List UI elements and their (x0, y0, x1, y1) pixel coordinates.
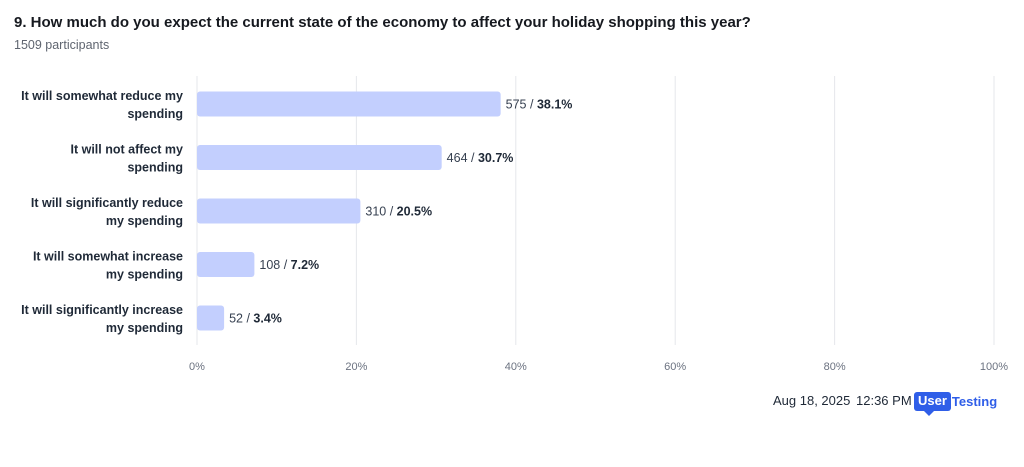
x-tick-label: 20% (345, 361, 367, 373)
data-label-count: 108 / (259, 258, 290, 272)
data-label-count: 464 / (447, 151, 478, 165)
data-label-percent: 30.7% (478, 151, 513, 165)
data-label: 575 / 38.1% (506, 98, 573, 112)
data-label-count: 310 / (365, 205, 396, 219)
category-label: It will somewhat reduce my (21, 89, 183, 103)
category-label: my spending (106, 214, 183, 228)
category-label: spending (127, 161, 183, 175)
report-time: 12:36 PM (856, 393, 912, 408)
x-tick-label: 0% (189, 361, 205, 373)
category-label: spending (127, 107, 183, 121)
participant-count: 1509 participants (14, 38, 110, 52)
data-label-percent: 20.5% (397, 205, 432, 219)
question-title: 9. How much do you expect the current st… (14, 14, 751, 31)
logo-user-box: User (914, 391, 951, 416)
data-label-percent: 3.4% (253, 312, 282, 326)
data-label-percent: 38.1% (537, 98, 572, 112)
data-label-count: 52 / (229, 312, 253, 326)
bar (197, 305, 225, 331)
category-label: It will somewhat increase (33, 250, 183, 264)
data-label-percent: 7.2% (291, 258, 320, 272)
x-tick-label: 40% (505, 361, 527, 373)
data-label: 108 / 7.2% (259, 258, 319, 272)
category-label: It will significantly reduce (31, 196, 183, 210)
bar (197, 145, 442, 170)
usertesting-logo: User Testing (914, 390, 998, 416)
x-tick-label: 80% (824, 361, 846, 373)
category-label: It will significantly increase (21, 303, 183, 317)
category-label: my spending (106, 321, 183, 335)
data-label: 52 / 3.4% (229, 312, 282, 326)
data-label: 464 / 30.7% (447, 151, 514, 165)
data-label-count: 575 / (506, 98, 537, 112)
bar (197, 198, 361, 224)
category-label: my spending (106, 268, 183, 282)
bar (197, 252, 255, 277)
logo-testing-word: Testing (951, 393, 998, 409)
category-label: It will not affect my (70, 143, 183, 157)
bar (197, 91, 501, 117)
data-label: 310 / 20.5% (365, 205, 432, 219)
x-tick-label: 100% (980, 361, 1008, 373)
x-tick-label: 60% (664, 361, 686, 373)
report-date: Aug 18, 2025 (773, 393, 851, 408)
